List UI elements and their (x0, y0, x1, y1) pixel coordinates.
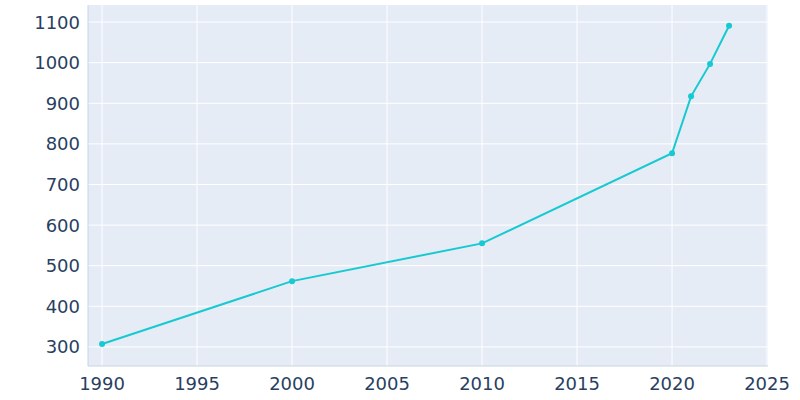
x-tick-label: 1995 (174, 373, 220, 394)
y-grid-line (88, 306, 768, 307)
y-tick-label: 700 (46, 174, 80, 195)
point (289, 278, 295, 284)
line (102, 26, 729, 344)
point (688, 93, 694, 99)
y-grid-line (88, 265, 768, 266)
y-tick-label: 300 (46, 336, 80, 357)
x-grid-line (482, 5, 483, 366)
y-tick-label: 900 (46, 93, 80, 114)
point (707, 61, 713, 67)
x-tick-label: 2005 (364, 373, 410, 394)
y-grid-line (88, 62, 768, 63)
y-tick-label: 500 (46, 255, 80, 276)
x-grid-line (672, 5, 673, 366)
x-tick-label: 1990 (79, 373, 125, 394)
point (479, 240, 485, 246)
x-tick-label: 2000 (269, 373, 315, 394)
plot-background (88, 5, 768, 366)
x-tick-label: 2025 (744, 373, 790, 394)
y-axis-line (88, 5, 89, 366)
y-grid-line (88, 143, 768, 144)
point (726, 23, 732, 29)
y-grid-line (88, 22, 768, 23)
y-tick-label: 800 (46, 133, 80, 154)
point (669, 150, 675, 156)
y-grid-line (88, 346, 768, 347)
y-grid-line (88, 225, 768, 226)
y-grid-line (88, 184, 768, 185)
chart: 300 400 500 600 700 800 900 1000 1100 1990 1995 200… (0, 0, 800, 400)
x-grid-line (387, 5, 388, 366)
x-tick-label: 2010 (459, 373, 505, 394)
y-tick-label: 600 (46, 215, 80, 236)
data-group (99, 23, 732, 347)
x-tick-label: 2015 (554, 373, 600, 394)
x-tick-label: 2020 (649, 373, 695, 394)
y-tick-label: 1100 (34, 12, 80, 33)
point (99, 341, 105, 347)
x-grid-line (767, 5, 768, 366)
y-tick-label: 400 (46, 296, 80, 317)
x-grid-line (577, 5, 578, 366)
y-tick-label: 1000 (34, 52, 80, 73)
y-grid-line (88, 103, 768, 104)
x-grid-line (102, 5, 103, 366)
x-axis-line (88, 366, 768, 367)
chart-svg: 300 400 500 600 700 800 900 1000 1100 1990 1995 200… (0, 0, 800, 400)
x-grid-line (292, 5, 293, 366)
